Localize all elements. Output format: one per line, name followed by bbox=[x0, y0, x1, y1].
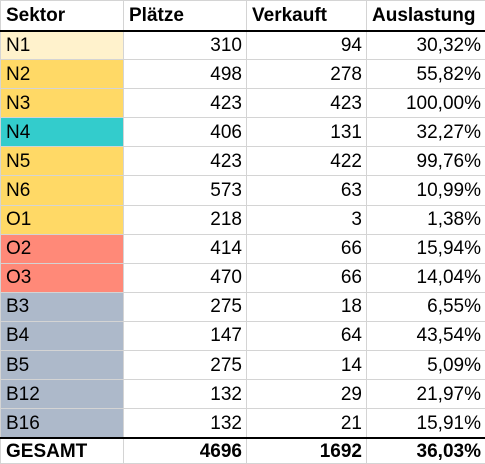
cell-plaetze[interactable]: 423 bbox=[124, 89, 247, 118]
total-plaetze[interactable]: 4696 bbox=[124, 438, 247, 464]
cell-auslastung[interactable]: 14,04% bbox=[367, 263, 485, 292]
cell-sektor[interactable]: N1 bbox=[1, 31, 124, 60]
header-row: Sektor Plätze Verkauft Auslastung bbox=[1, 1, 485, 31]
cell-verkauft[interactable]: 94 bbox=[247, 31, 367, 60]
cell-plaetze[interactable]: 423 bbox=[124, 147, 247, 176]
cell-auslastung[interactable]: 99,76% bbox=[367, 147, 485, 176]
cell-plaetze[interactable]: 218 bbox=[124, 205, 247, 234]
cell-verkauft[interactable]: 29 bbox=[247, 380, 367, 409]
cell-sektor[interactable]: O3 bbox=[1, 263, 124, 292]
cell-verkauft[interactable]: 18 bbox=[247, 292, 367, 321]
cell-plaetze[interactable]: 414 bbox=[124, 234, 247, 263]
total-verkauft[interactable]: 1692 bbox=[247, 438, 367, 464]
cell-plaetze[interactable]: 275 bbox=[124, 292, 247, 321]
total-label[interactable]: GESAMT bbox=[1, 438, 124, 464]
header-sektor[interactable]: Sektor bbox=[1, 1, 124, 31]
cell-auslastung[interactable]: 100,00% bbox=[367, 89, 485, 118]
cell-auslastung[interactable]: 5,09% bbox=[367, 351, 485, 380]
cell-verkauft[interactable]: 278 bbox=[247, 60, 367, 89]
cell-sektor[interactable]: N6 bbox=[1, 176, 124, 205]
cell-auslastung[interactable]: 6,55% bbox=[367, 292, 485, 321]
total-auslastung[interactable]: 36,03% bbox=[367, 438, 485, 464]
cell-auslastung[interactable]: 21,97% bbox=[367, 380, 485, 409]
cell-verkauft[interactable]: 14 bbox=[247, 351, 367, 380]
cell-auslastung[interactable]: 15,91% bbox=[367, 409, 485, 438]
cell-verkauft[interactable]: 66 bbox=[247, 234, 367, 263]
cell-sektor[interactable]: O1 bbox=[1, 205, 124, 234]
cell-sektor[interactable]: B5 bbox=[1, 351, 124, 380]
cell-verkauft[interactable]: 422 bbox=[247, 147, 367, 176]
cell-auslastung[interactable]: 1,38% bbox=[367, 205, 485, 234]
cell-verkauft[interactable]: 64 bbox=[247, 321, 367, 350]
cell-plaetze[interactable]: 132 bbox=[124, 380, 247, 409]
cell-sektor[interactable]: B4 bbox=[1, 321, 124, 350]
cell-sektor[interactable]: N2 bbox=[1, 60, 124, 89]
cell-sektor[interactable]: N4 bbox=[1, 118, 124, 147]
cell-sektor[interactable]: B16 bbox=[1, 409, 124, 438]
cell-plaetze[interactable]: 147 bbox=[124, 321, 247, 350]
cell-plaetze[interactable]: 406 bbox=[124, 118, 247, 147]
cell-sektor[interactable]: N3 bbox=[1, 89, 124, 118]
cell-verkauft[interactable]: 63 bbox=[247, 176, 367, 205]
header-auslastung[interactable]: Auslastung bbox=[367, 1, 485, 31]
cell-sektor[interactable]: B3 bbox=[1, 292, 124, 321]
header-verkauft[interactable]: Verkauft bbox=[247, 1, 367, 31]
cell-plaetze[interactable]: 132 bbox=[124, 409, 247, 438]
cell-auslastung[interactable]: 55,82% bbox=[367, 60, 485, 89]
cell-verkauft[interactable]: 21 bbox=[247, 409, 367, 438]
cell-verkauft[interactable]: 3 bbox=[247, 205, 367, 234]
cell-plaetze[interactable]: 573 bbox=[124, 176, 247, 205]
cell-verkauft[interactable]: 423 bbox=[247, 89, 367, 118]
cell-plaetze[interactable]: 470 bbox=[124, 263, 247, 292]
cell-auslastung[interactable]: 15,94% bbox=[367, 234, 485, 263]
cell-auslastung[interactable]: 10,99% bbox=[367, 176, 485, 205]
header-plaetze[interactable]: Plätze bbox=[124, 1, 247, 31]
cell-plaetze[interactable]: 310 bbox=[124, 31, 247, 60]
total-row: GESAMT 4696 1692 36,03% bbox=[1, 438, 485, 464]
cell-sektor[interactable]: N5 bbox=[1, 147, 124, 176]
cell-auslastung[interactable]: 30,32% bbox=[367, 31, 485, 60]
cell-sektor[interactable]: B12 bbox=[1, 380, 124, 409]
cell-verkauft[interactable]: 66 bbox=[247, 263, 367, 292]
cell-plaetze[interactable]: 498 bbox=[124, 60, 247, 89]
cell-sektor[interactable]: O2 bbox=[1, 234, 124, 263]
cell-verkauft[interactable]: 131 bbox=[247, 118, 367, 147]
cell-auslastung[interactable]: 32,27% bbox=[367, 118, 485, 147]
cell-auslastung[interactable]: 43,54% bbox=[367, 321, 485, 350]
cell-plaetze[interactable]: 275 bbox=[124, 351, 247, 380]
